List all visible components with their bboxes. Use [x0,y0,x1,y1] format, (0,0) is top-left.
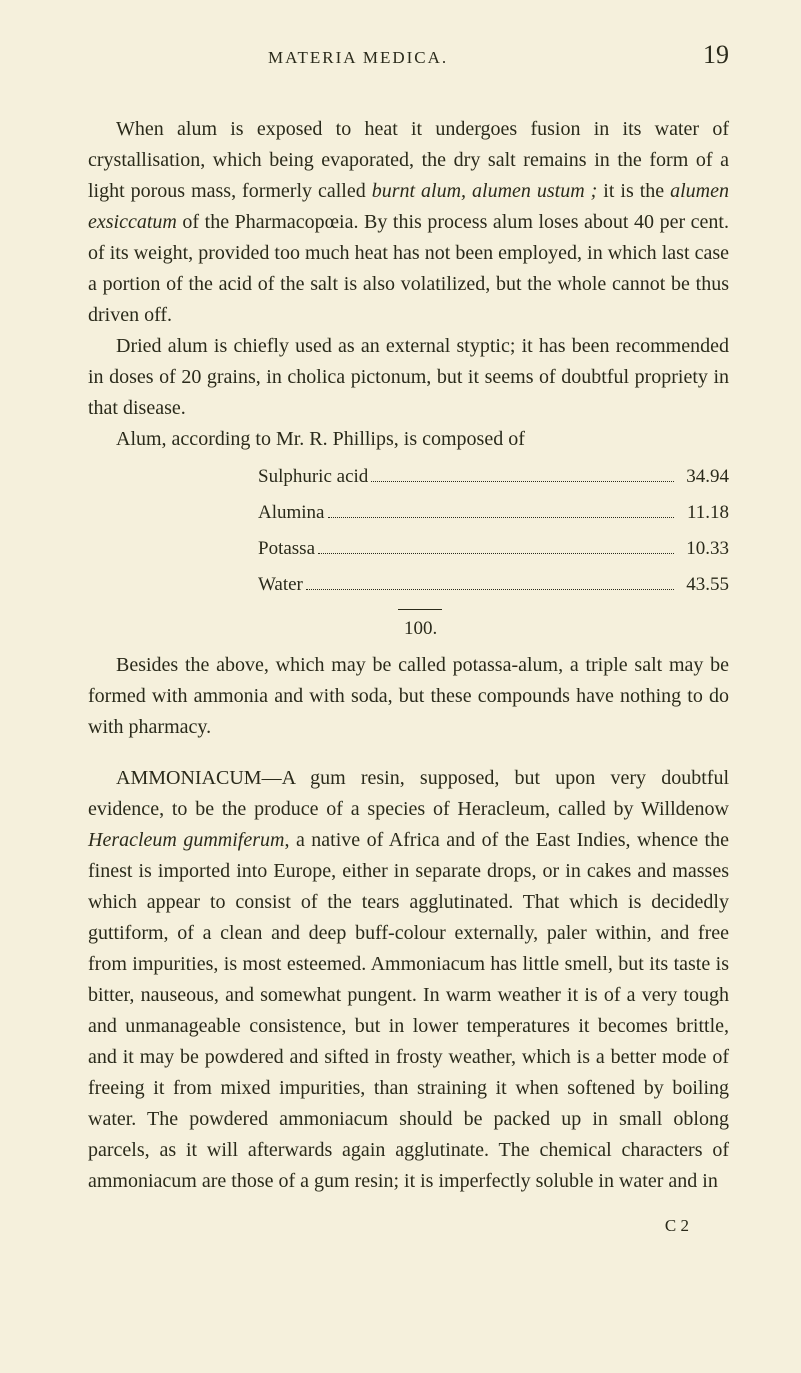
p1-run-c: of the Pharmacopœia. By this process alu… [88,211,729,326]
comp-label: Water [258,567,303,603]
paragraph-2: Dried alum is chiefly used as an externa… [88,331,729,424]
paragraph-5: AMMONIACUM—A gum resin, supposed, but up… [88,763,729,1197]
body-text: When alum is exposed to heat it undergoe… [88,114,729,1239]
p1-italic-1: burnt alum, alumen ustum ; [372,180,598,202]
p5-run-b: , a native of Africa and of the East Ind… [88,829,729,1192]
table-row: Sulphuric acid 34.94 [258,459,729,495]
comp-label: Sulphuric acid [258,459,368,495]
comp-value: 11.18 [677,495,729,531]
paragraph-4: Besides the above, which may be called p… [88,650,729,743]
comp-value: 34.94 [677,459,729,495]
total-rule [398,609,442,610]
table-row: Potassa 10.33 [258,531,729,567]
running-title: MATERIA MEDICA. [268,48,448,68]
table-row: Alumina 11.18 [258,495,729,531]
leader-dots [318,553,674,554]
leader-dots [306,589,674,590]
p5-italic-1: Heracleum gummiferum [88,829,284,851]
page-number: 19 [703,40,729,70]
comp-label: Alumina [258,495,325,531]
composition-total: 100. [404,614,729,643]
paragraph-3: Alum, according to Mr. R. Phillips, is c… [88,424,729,455]
composition-table: Sulphuric acid 34.94 Alumina 11.18 Potas… [258,459,729,603]
paragraph-1: When alum is exposed to heat it undergoe… [88,114,729,331]
p1-run-b: it is the [597,180,670,202]
leader-dots [371,481,674,482]
p5-run-a: AMMONIACUM—A gum resin, supposed, but up… [88,767,729,820]
comp-label: Potassa [258,531,315,567]
signature-mark: C 2 [88,1213,729,1239]
running-header: MATERIA MEDICA. 19 [88,40,729,70]
page: MATERIA MEDICA. 19 When alum is exposed … [0,0,801,1279]
comp-value: 43.55 [677,567,729,603]
leader-dots [328,517,675,518]
table-row: Water 43.55 [258,567,729,603]
comp-value: 10.33 [677,531,729,567]
